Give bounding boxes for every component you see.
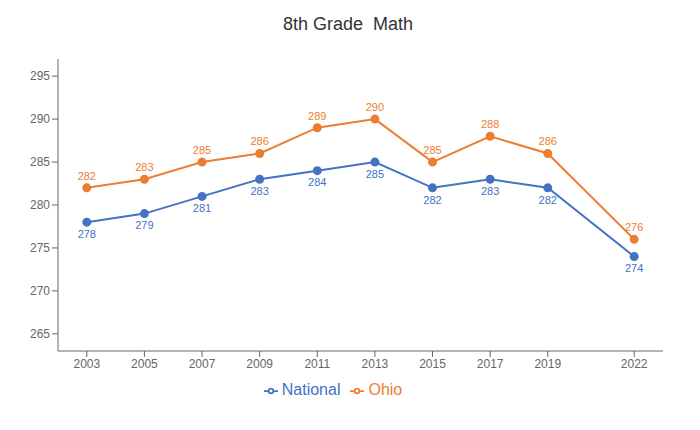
html-text:8th Grade Math: 8th Grade Math [283,14,413,34]
svg-text:290: 290 [30,112,50,126]
svg-text:285: 285 [193,144,211,156]
svg-text:286: 286 [539,135,557,147]
svg-text:282: 282 [539,194,557,206]
svg-text:282: 282 [423,194,441,206]
svg-text:282: 282 [78,170,96,182]
svg-text:285: 285 [366,168,384,180]
svg-text:295: 295 [30,69,50,83]
svg-text:283: 283 [481,185,499,197]
svg-text:278: 278 [78,228,96,240]
svg-text:280: 280 [30,198,50,212]
svg-text:276: 276 [625,221,643,233]
html-text:Ohio: Ohio [368,381,403,398]
svg-text:284: 284 [308,176,326,188]
svg-text:285: 285 [423,144,441,156]
svg-text:281: 281 [193,202,211,214]
svg-text:286: 286 [250,135,268,147]
svg-text:2009: 2009 [246,357,273,371]
svg-text:2007: 2007 [189,357,216,371]
svg-text:283: 283 [250,185,268,197]
svg-text:2003: 2003 [73,357,100,371]
svg-text:279: 279 [135,219,153,231]
svg-text:2017: 2017 [477,357,504,371]
svg-text:2019: 2019 [534,357,561,371]
svg-text:2005: 2005 [131,357,158,371]
svg-text:290: 290 [366,101,384,113]
svg-text:2022: 2022 [621,357,648,371]
svg-text:285: 285 [30,155,50,169]
svg-text:275: 275 [30,241,50,255]
svg-text:2011: 2011 [304,357,330,371]
html-text:National: National [281,381,341,398]
svg-text:289: 289 [308,110,326,122]
svg-text:2013: 2013 [362,357,389,371]
svg-text:283: 283 [135,161,153,173]
svg-text:288: 288 [481,118,499,130]
svg-text:274: 274 [625,262,643,274]
svg-text:265: 265 [30,327,50,341]
svg-text:270: 270 [30,284,50,298]
svg-text:2015: 2015 [419,357,446,371]
